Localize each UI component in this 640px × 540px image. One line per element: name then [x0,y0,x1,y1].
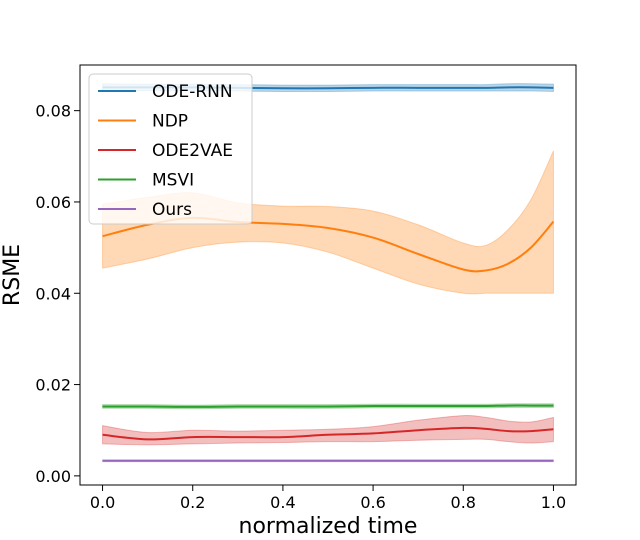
legend: ODE-RNN NDP ODE2VAE MSVI Ours [88,73,253,225]
ndp-confidence-band [102,150,554,295]
legend-label-ode-rnn: ODE-RNN [152,82,233,102]
y-tick-label: 0.00 [35,467,71,486]
y-tick-label: 0.06 [35,193,71,212]
x-tick-label: 1.0 [541,493,566,512]
x-tick-label: 0.2 [180,493,205,512]
x-tick-label: 0.4 [270,493,295,512]
y-tick-label: 0.02 [35,376,71,395]
legend-label-ndp: NDP [152,112,188,132]
legend-label-ours: Ours [152,200,192,220]
x-axis-ticks: 0.0 0.2 0.4 0.6 0.8 1.0 [90,485,566,512]
x-axis-label: normalized time [239,514,418,539]
y-axis-label: RSME [0,244,25,306]
msvi-line [102,404,554,408]
y-axis-ticks: 0.00 0.02 0.04 0.06 0.08 [35,102,80,486]
legend-label-msvi: MSVI [152,171,194,191]
x-tick-label: 0.0 [90,493,115,512]
x-tick-label: 0.6 [360,493,385,512]
x-tick-label: 0.8 [451,493,476,512]
ode2vae-line [102,426,554,441]
legend-label-ode2vae: ODE2VAE [152,141,233,161]
y-tick-label: 0.04 [35,284,71,303]
plot-frame [79,64,577,486]
legend-box [88,73,253,225]
y-tick-label: 0.08 [35,102,71,121]
